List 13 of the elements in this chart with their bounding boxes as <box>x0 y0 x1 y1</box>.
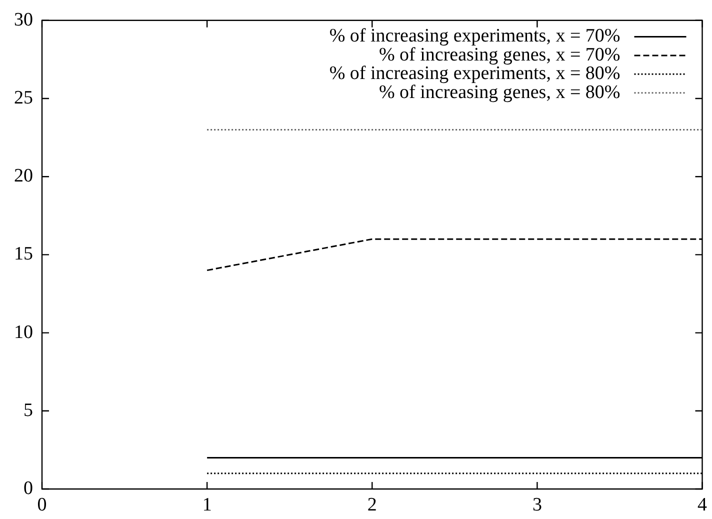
x-tick-label: 2 <box>367 494 377 516</box>
x-tick-label: 0 <box>37 494 47 516</box>
legend-label: % of increasing experiments, x = 70% <box>329 26 620 47</box>
x-tick-label: 1 <box>202 494 212 516</box>
y-tick-label: 25 <box>14 87 33 108</box>
y-tick-label: 30 <box>14 9 33 30</box>
x-tick-label: 4 <box>698 494 708 516</box>
y-tick-label: 5 <box>24 400 33 421</box>
x-tick-label: 3 <box>532 494 542 516</box>
y-tick-label: 20 <box>14 166 33 187</box>
y-tick-label: 15 <box>14 244 33 265</box>
y-tick-label: 0 <box>24 478 33 499</box>
y-tick-label: 10 <box>14 322 33 343</box>
